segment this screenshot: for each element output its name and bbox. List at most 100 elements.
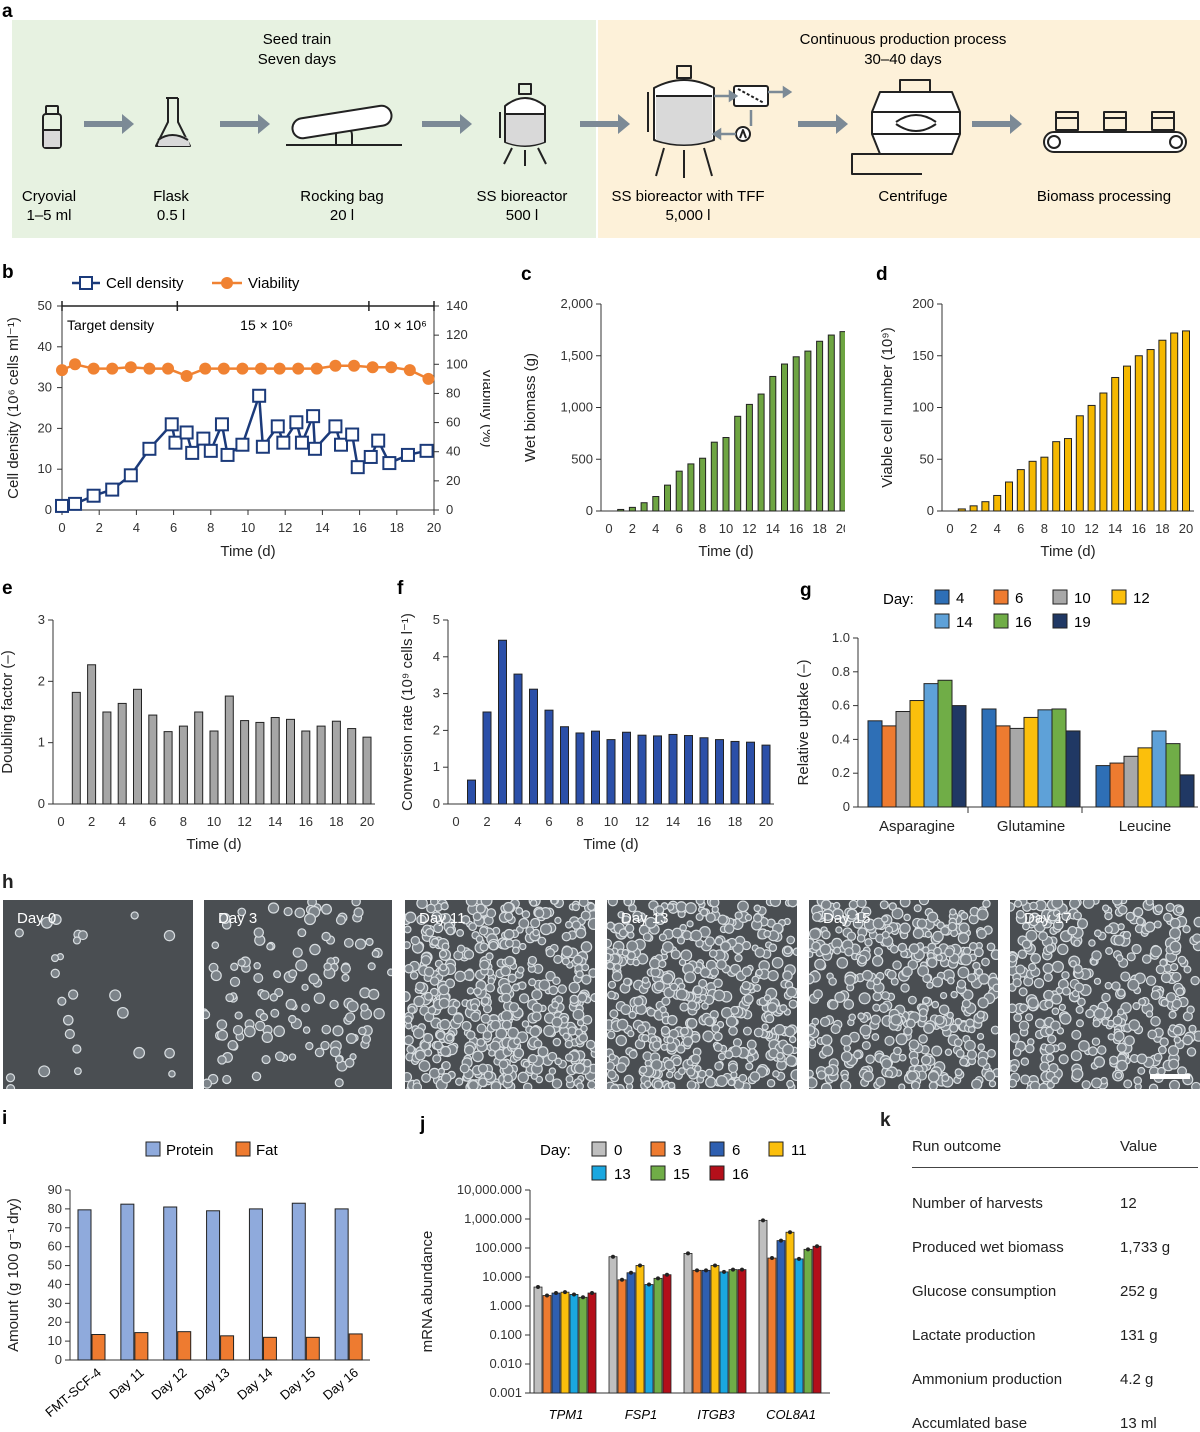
run-outcome-table: Run outcome Value Number of harvests 12 Pr… [912, 1138, 1198, 1432]
y-tick-label: 3 [38, 612, 45, 627]
x-tick-label: 12 [278, 520, 292, 535]
gene-label: COL8A1 [766, 1407, 816, 1422]
micrograph-label: Day 15 [823, 910, 871, 927]
viability-point [255, 362, 268, 375]
micrograph-cells [405, 900, 595, 1089]
bar [804, 350, 812, 512]
data-point [572, 1292, 576, 1297]
step-name: Rocking bag [300, 188, 383, 205]
bar [362, 736, 372, 805]
x-tick-label: 4 [652, 521, 659, 536]
centrifuge-icon [851, 79, 961, 175]
bar [533, 1286, 543, 1394]
legend-viability: Viability [248, 275, 300, 292]
legend-title: Day: [540, 1142, 571, 1159]
legend-label: 6 [732, 1142, 740, 1159]
legend-marker-cell-density [79, 276, 93, 290]
cell-density-point [363, 449, 378, 464]
micrograph-cells [204, 900, 392, 1089]
row-label: Produced wet biomass [912, 1239, 1064, 1256]
legend-marker-viability [221, 277, 233, 289]
viability-point [385, 361, 398, 374]
bar [117, 702, 127, 805]
y-tick-label: 0 [55, 1352, 62, 1367]
cell-density-point [350, 460, 365, 475]
legend-swatch [650, 1141, 666, 1157]
x-tick-label: 12 [742, 521, 756, 536]
bar [1111, 376, 1120, 512]
bar [923, 683, 939, 808]
step-name: Centrifuge [878, 188, 947, 205]
bar [781, 363, 788, 512]
conveyor-icon [1043, 111, 1187, 153]
legend-swatch [591, 1141, 607, 1157]
viability-point [403, 364, 416, 377]
viability-point [273, 362, 286, 375]
y-tick-label: 1,500 [560, 348, 593, 363]
legend-swatch [650, 1165, 666, 1181]
bar [757, 393, 765, 512]
target-density-label: Target density [67, 317, 154, 333]
bar [305, 1336, 320, 1361]
bar [881, 725, 897, 808]
viability-point [236, 362, 249, 375]
x-tick-label: 6 [1017, 521, 1024, 536]
bar [163, 1206, 178, 1361]
viability-point [310, 362, 323, 375]
panel-label-c: c [521, 264, 532, 285]
bar [745, 403, 753, 512]
y-tick-label: 0.001 [489, 1385, 522, 1400]
micrograph-cells [809, 900, 998, 1089]
y-tick-label: 1,000.000 [464, 1211, 522, 1226]
y-tick-label: 0.4 [832, 731, 850, 746]
x-tick-label: 16 [697, 814, 711, 829]
micrograph-label: Day 17 [1024, 910, 1072, 927]
bar [1123, 365, 1131, 512]
bar [767, 1257, 777, 1394]
cryovial-icon [42, 105, 62, 149]
cell-density-point [294, 435, 309, 450]
bar [701, 1269, 711, 1394]
rocking-bag-icon [286, 104, 402, 146]
viability-point [180, 369, 193, 382]
y-axis-label: Doubling factor (–) [0, 650, 16, 773]
bar [792, 356, 800, 512]
x-tick-label: 16 [1132, 521, 1146, 536]
y-tick-label: 2 [433, 722, 440, 737]
bar [248, 1208, 263, 1361]
cell-density-point [55, 498, 69, 513]
bar [1037, 709, 1053, 808]
x-tick-label: 10 [207, 814, 221, 829]
bar [626, 1272, 636, 1394]
bar [1065, 730, 1081, 808]
bar [803, 1248, 813, 1394]
panel-label-d: d [876, 264, 888, 285]
process-arrow [972, 114, 1022, 134]
bar [591, 730, 600, 805]
x-tick-label: 8 [1041, 521, 1048, 536]
bar [587, 1292, 597, 1394]
x-tick-label: 16 [789, 521, 803, 536]
x-tick-label: 20 [836, 521, 845, 536]
tff-loop-arrows [711, 85, 793, 141]
process-arrow [422, 114, 472, 134]
y-tick-label: 20 [48, 1314, 62, 1329]
y-axis-label: Amount (g 100 g⁻¹ dry) [5, 1198, 22, 1352]
viability-point [124, 361, 137, 374]
x-tick-label: 14 [666, 814, 680, 829]
table-row: Glucose consumption 252 g [912, 1256, 1198, 1300]
bar [544, 709, 554, 805]
y-right-tick-label: 0 [446, 502, 453, 517]
viability-point [292, 362, 305, 375]
y-tick-label: 0 [45, 502, 52, 517]
data-point [656, 1276, 660, 1281]
y-tick-label: 4 [433, 649, 440, 664]
cell-density-point [328, 419, 343, 434]
bar [909, 700, 925, 808]
bar [785, 1231, 795, 1394]
bar [316, 725, 326, 805]
chart-cell-density-viability: b 0 10 20 30 40 50 0 20 40 60 80 100 120 140 0 2 4 6 8 10 12 1… [2, 262, 490, 560]
bar [761, 744, 771, 805]
x-axis-label: Time (d) [583, 836, 638, 853]
legend-swatch [709, 1165, 725, 1181]
